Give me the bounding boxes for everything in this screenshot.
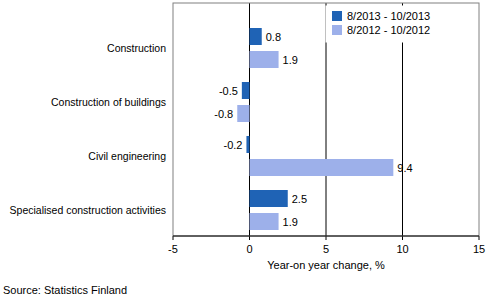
legend-swatch bbox=[332, 11, 342, 21]
bar bbox=[250, 190, 288, 207]
data-label: 1.9 bbox=[283, 54, 298, 66]
chart-root: -50510150.81.9-0.5-0.8-0.29.42.51.9Const… bbox=[0, 0, 493, 304]
x-axis-line bbox=[173, 236, 479, 237]
data-label: 2.5 bbox=[292, 193, 307, 205]
source-note: Source: Statistics Finland bbox=[3, 284, 127, 296]
tick-mark bbox=[326, 236, 327, 240]
tick-mark bbox=[479, 236, 480, 240]
data-label: -0.8 bbox=[214, 108, 233, 120]
bar bbox=[242, 82, 250, 99]
tick-label: 15 bbox=[473, 243, 485, 255]
data-label: -0.2 bbox=[223, 139, 242, 151]
tick-label: -5 bbox=[168, 243, 178, 255]
bar bbox=[250, 159, 394, 176]
tick-mark bbox=[173, 236, 174, 240]
category-label: Construction bbox=[107, 42, 166, 54]
bars bbox=[237, 28, 393, 230]
data-labels: 0.81.9-0.5-0.8-0.29.42.51.9 bbox=[214, 31, 412, 228]
legend-swatch bbox=[332, 25, 342, 35]
x-axis-label: Year-on year change, % bbox=[267, 259, 385, 271]
bar bbox=[246, 136, 249, 153]
bar bbox=[250, 213, 279, 230]
data-label: 9.4 bbox=[397, 162, 412, 174]
category-label: Civil engineering bbox=[88, 150, 166, 162]
bar bbox=[250, 51, 279, 68]
bar bbox=[237, 105, 249, 122]
chart-svg: -50510150.81.9-0.5-0.8-0.29.42.51.9Const… bbox=[0, 0, 493, 304]
legend-box bbox=[326, 6, 476, 42]
plot-frame bbox=[173, 3, 479, 236]
tick-mark bbox=[402, 236, 403, 240]
category-label: Construction of buildings bbox=[51, 96, 166, 108]
data-label: 1.9 bbox=[283, 216, 298, 228]
legend-label: 8/2012 - 10/2012 bbox=[347, 24, 430, 36]
tick-label: 5 bbox=[323, 243, 329, 255]
data-label: 0.8 bbox=[266, 31, 281, 43]
tick-label: 0 bbox=[246, 243, 252, 255]
legend: 8/2013 - 10/2013 8/2012 - 10/2012 bbox=[326, 6, 476, 42]
tick-mark bbox=[249, 236, 250, 240]
bar bbox=[250, 28, 262, 45]
category-label: Specialised construction activities bbox=[10, 204, 166, 216]
data-label: -0.5 bbox=[219, 85, 238, 97]
legend-label: 8/2013 - 10/2013 bbox=[347, 10, 430, 22]
tick-label: 10 bbox=[396, 243, 408, 255]
